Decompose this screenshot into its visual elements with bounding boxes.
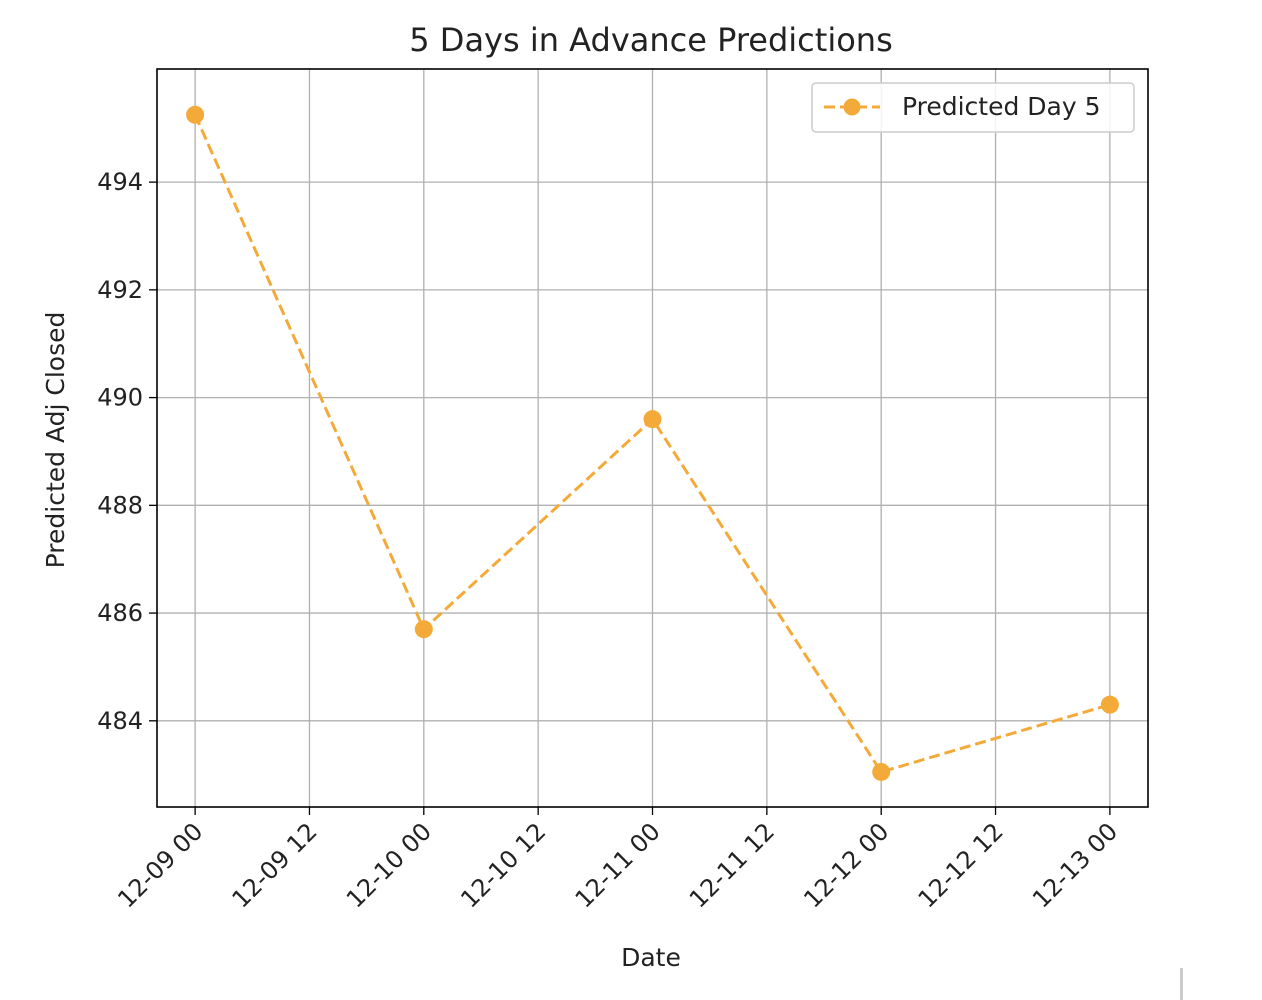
data-point	[414, 620, 433, 639]
x-axis-title: Date	[621, 943, 681, 972]
data-point	[186, 105, 205, 124]
grid	[157, 69, 1148, 807]
axes: 12-09 00 12-09 12 12-10 00 12-10 12 12-11 00…	[97, 68, 1149, 914]
x-tick-label: 12-12 00	[798, 817, 894, 913]
plot-frame	[156, 68, 1149, 808]
data-point	[872, 762, 891, 781]
x-tick-label: 12-09 00	[112, 817, 208, 913]
x-tick-label: 12-13 00	[1027, 817, 1123, 913]
legend-label: Predicted Day 5	[902, 92, 1101, 121]
y-axis-title: Predicted Adj Closed	[41, 312, 70, 569]
y-tick-label: 488	[97, 491, 143, 519]
x-tick-label: 12-10 00	[341, 817, 437, 913]
x-tick-label: 12-11 00	[570, 817, 666, 913]
y-tick-label: 490	[97, 384, 143, 412]
x-tick-label: 12-12 12	[913, 817, 1009, 913]
data-point	[643, 410, 662, 429]
y-tick-label: 492	[97, 276, 143, 304]
y-tick-label: 484	[97, 707, 143, 735]
x-tick-label: 12-09 12	[227, 817, 323, 913]
legend: Predicted Day 5	[811, 82, 1135, 133]
scrollbar-edge	[1180, 968, 1183, 1000]
data-point	[1100, 695, 1119, 714]
legend-marker	[843, 98, 861, 116]
chart-title: 5 Days in Advance Predictions	[409, 21, 892, 59]
y-tick-label: 494	[97, 168, 143, 196]
y-tick-label: 486	[97, 599, 143, 627]
legend-box	[811, 82, 1135, 133]
x-tick-label: 12-10 12	[455, 817, 551, 913]
x-tick-label: 12-11 12	[684, 817, 780, 913]
series-layer	[186, 105, 1119, 781]
